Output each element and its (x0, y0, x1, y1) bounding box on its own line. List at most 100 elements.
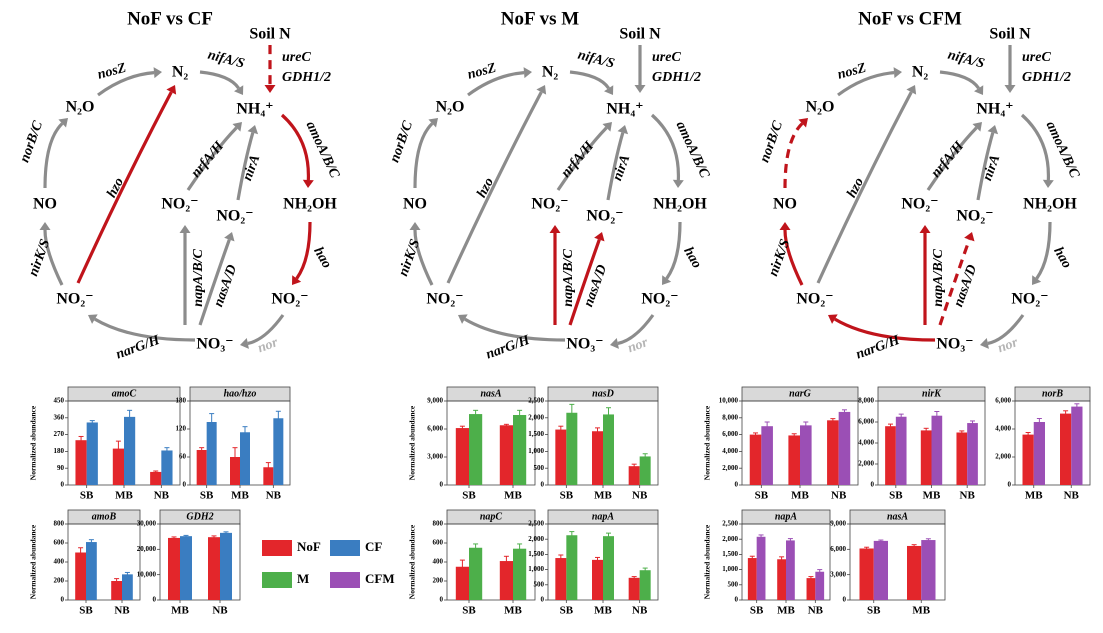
bar (455, 566, 469, 600)
y-tick-label: 3,000 (427, 453, 443, 461)
y-tick-label: 90 (57, 464, 65, 472)
arrowhead (232, 122, 242, 132)
y-axis-title: Normalized abundance (703, 524, 712, 599)
arrow (926, 126, 978, 191)
bar (859, 548, 874, 600)
gene-label: napA/B/C (931, 249, 946, 307)
gene-label: nirA (240, 153, 263, 183)
bar (263, 467, 274, 485)
bar (967, 423, 978, 485)
arrow (568, 239, 601, 326)
gene-label: nirA (980, 153, 1003, 183)
y-tick-label: 20,000 (137, 545, 157, 553)
bar (455, 428, 469, 485)
y-tick-label: 9,000 (830, 520, 846, 528)
x-tick-label: NB (1064, 490, 1080, 502)
arrowhead (1042, 179, 1054, 188)
bar (220, 532, 232, 600)
y-tick-label: 1,000 (528, 565, 544, 573)
arrow (606, 132, 625, 201)
y-axis-title: Normalized abundance (29, 524, 38, 599)
bar (756, 536, 766, 600)
y-tick-label: 0 (735, 596, 739, 604)
x-tick-label: NB (960, 490, 976, 502)
node-label: N₂O (806, 99, 835, 116)
arrow (236, 132, 255, 201)
bar (1060, 413, 1072, 485)
x-tick-label: SB (560, 490, 574, 502)
y-tick-label: 6,000 (722, 430, 738, 438)
arrow (413, 122, 434, 189)
legend-swatch (330, 572, 360, 588)
arrow (939, 70, 980, 90)
y-tick-label: 1,500 (528, 430, 544, 438)
x-tick-label: NB (114, 605, 130, 617)
node-label: NO (33, 196, 57, 213)
arrowhead (972, 122, 982, 132)
gene-label: hao (1050, 245, 1074, 271)
bar (1071, 406, 1083, 485)
arrow (1035, 221, 1052, 280)
plot-frame (1014, 400, 1091, 486)
y-axis-title: Normalized abundance (408, 405, 417, 480)
y-tick-label: 450 (54, 397, 65, 405)
node-label: N₂ (172, 64, 189, 81)
y-tick-label: 8,000 (722, 413, 738, 421)
y-tick-label: 500 (534, 464, 545, 472)
bar (592, 431, 603, 485)
chart-title: nasA (480, 388, 501, 399)
y-tick-label: 4,000 (858, 439, 874, 447)
arrowhead (610, 338, 619, 349)
arrow (837, 71, 895, 97)
y-tick-label: 400 (54, 558, 65, 566)
arrowhead (893, 67, 902, 79)
y-tick-label: 120 (176, 425, 187, 433)
node-label: NO (403, 196, 427, 213)
y-tick-label: 2,000 (858, 460, 874, 468)
gene-label: nrfA/H (929, 138, 968, 181)
y-tick-label: 0 (871, 481, 875, 489)
x-tick-label: NB (266, 490, 282, 502)
arrowhead (662, 275, 672, 285)
x-tick-label: MB (594, 490, 612, 502)
arrowhead (523, 67, 532, 79)
gene-label: napA/B/C (191, 249, 206, 307)
y-tick-label: 800 (54, 520, 65, 528)
bar (907, 545, 922, 600)
bar (555, 558, 567, 600)
node-label: N₂O (66, 99, 95, 116)
y-tick-label: 0 (440, 596, 444, 604)
node-label: NO₂⁻ (641, 291, 678, 308)
node-label: NO₂⁻ (1011, 291, 1048, 308)
arrowhead (919, 225, 931, 233)
bar (499, 561, 513, 600)
arrow (43, 122, 64, 189)
y-tick-label: 200 (433, 577, 444, 585)
arrowhead (234, 85, 244, 95)
gene-label: nasA/D (211, 263, 240, 309)
y-tick-label: 400 (433, 558, 444, 566)
bar (1033, 422, 1045, 485)
node-label: NO₂⁻ (901, 196, 938, 213)
bar (240, 432, 250, 485)
node-label: NO₂⁻ (586, 208, 623, 225)
node-label: NH₄⁺ (606, 101, 643, 118)
y-tick-label: 8,000 (858, 397, 874, 405)
y-tick-label: 3,000 (830, 570, 846, 578)
y-tick-label: 500 (728, 580, 739, 588)
x-tick-label: MB (912, 605, 930, 617)
arrowhead (798, 118, 808, 128)
bar (788, 435, 800, 485)
bar (815, 571, 825, 600)
bar (196, 450, 207, 485)
arrow (43, 229, 64, 286)
x-tick-label: MB (923, 490, 941, 502)
arrow (569, 70, 610, 90)
node-label: NO₂⁻ (271, 291, 308, 308)
x-tick-label: SB (755, 490, 769, 502)
x-tick-label: NB (632, 605, 648, 617)
y-axis-title: Normalized abundance (703, 405, 712, 480)
legend-label: CFM (365, 571, 395, 586)
